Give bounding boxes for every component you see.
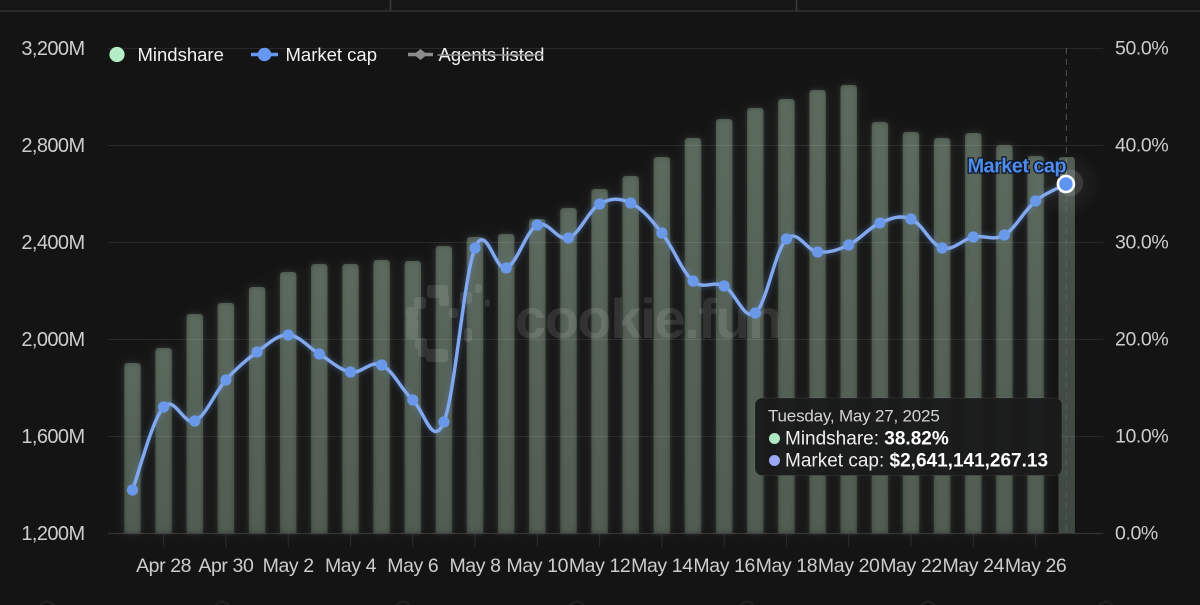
svg-text:May 20: May 20 [818,555,880,577]
svg-text:May 6: May 6 [387,555,438,577]
svg-text:Mindshare: Mindshare [138,44,224,65]
svg-text:40.0%: 40.0% [1115,135,1168,157]
svg-text:10.0%: 10.0% [1115,426,1168,448]
svg-text:May 22: May 22 [880,555,942,577]
svg-text:May 4: May 4 [325,555,377,577]
svg-text:cookie.fun: cookie.fun [515,287,781,350]
svg-text:May 14: May 14 [631,555,693,577]
svg-text:May 12: May 12 [569,555,631,577]
svg-text:2,400M: 2,400M [21,232,84,254]
svg-text:May 16: May 16 [693,555,755,577]
svg-text:May 26: May 26 [1005,555,1067,577]
svg-text:1,200M: 1,200M [21,523,84,545]
svg-text:Tuesday, May 27, 2025: Tuesday, May 27, 2025 [768,407,940,426]
svg-text:3,200M: 3,200M [21,38,84,60]
svg-text:0.0%: 0.0% [1115,523,1158,545]
svg-text:20.0%: 20.0% [1115,329,1168,351]
svg-text:1,600M: 1,600M [21,426,84,448]
svg-text:30.0%: 30.0% [1115,232,1168,254]
svg-text:2,800M: 2,800M [21,135,84,157]
svg-text:50.0%: 50.0% [1115,38,1168,60]
svg-text:May 10: May 10 [507,555,569,577]
svg-text:Apr 30: Apr 30 [198,555,254,577]
svg-text:Mindshare: 38.82%: Mindshare: 38.82% [785,429,949,450]
svg-text:Market cap: Market cap [968,156,1067,178]
svg-text:May 18: May 18 [756,555,818,577]
svg-text:Market cap: $2,641,141,267.13: Market cap: $2,641,141,267.13 [785,451,1048,472]
svg-text:May 8: May 8 [449,555,500,577]
svg-text:Market cap: Market cap [286,44,378,65]
svg-text:May 24: May 24 [943,555,1005,577]
svg-text:2,000M: 2,000M [21,329,84,351]
svg-text:Apr 28: Apr 28 [136,555,191,577]
svg-text:May 2: May 2 [263,555,314,577]
